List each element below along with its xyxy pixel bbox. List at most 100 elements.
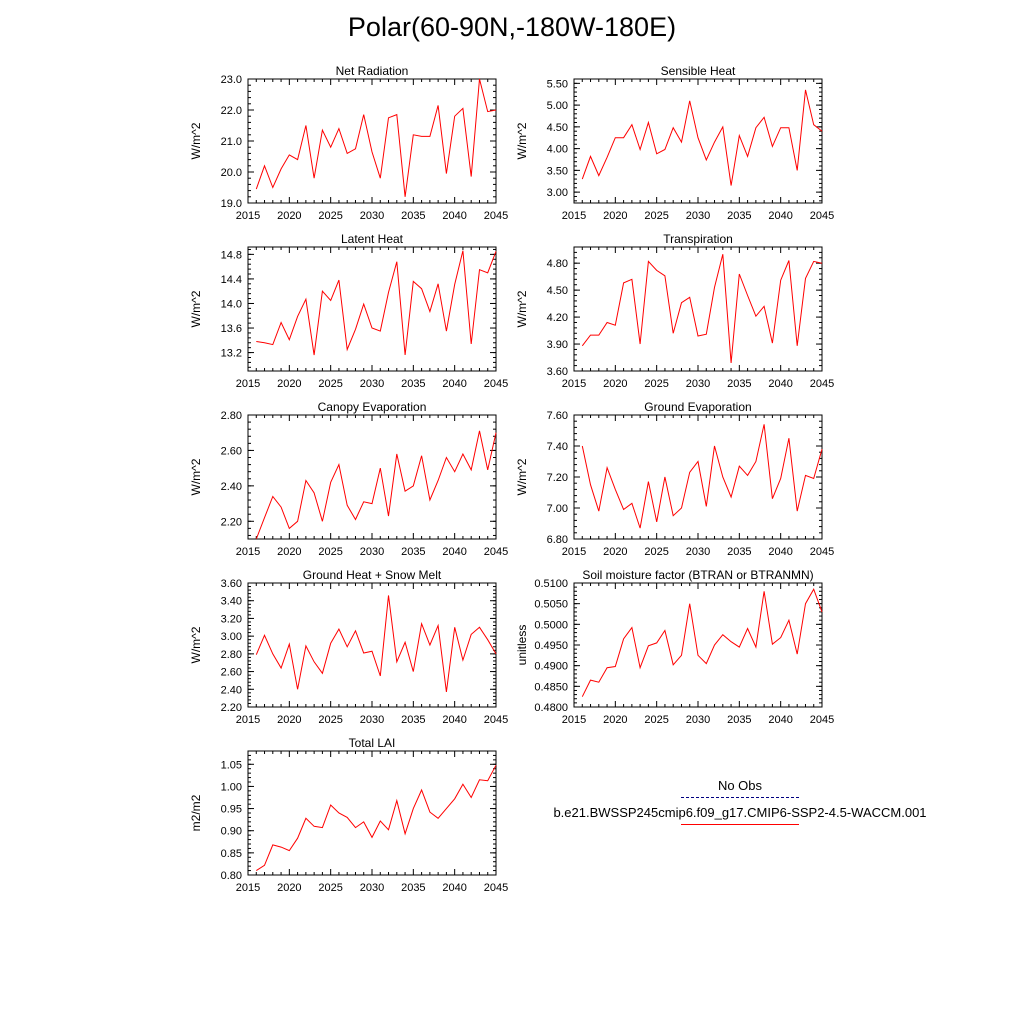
- chart-title: Transpiration: [663, 232, 733, 246]
- y-tick-label: 14.8: [221, 249, 242, 261]
- x-tick-label: 2035: [401, 210, 425, 222]
- y-axis-label: m2/m2: [189, 794, 203, 831]
- chart-panel-4: Transpiration W/m^2 2015 2020 2025 2030 2035 20…: [515, 232, 834, 390]
- chart-title: Canopy Evaporation: [318, 400, 427, 414]
- y-tick-label: 13.2: [221, 348, 242, 360]
- x-tick-label: 2035: [727, 378, 751, 390]
- x-tick-label: 2015: [236, 882, 260, 894]
- x-tick-label: 2020: [603, 546, 627, 558]
- chart-title: Soil moisture factor (BTRAN or BTRANMN): [582, 568, 813, 582]
- y-tick-label: 4.80: [547, 258, 568, 270]
- x-tick-label: 2015: [562, 546, 586, 558]
- y-tick-label: 5.00: [547, 100, 568, 112]
- x-tick-label: 2045: [484, 378, 508, 390]
- x-tick-label: 2020: [277, 714, 301, 726]
- chart-panel-6: Ground Evaporation W/m^2 2015 2020 2025 2030 2…: [515, 400, 834, 558]
- x-tick-label: 2035: [727, 210, 751, 222]
- y-tick-label: 7.20: [547, 472, 568, 484]
- y-tick-label: 0.80: [221, 870, 242, 882]
- y-tick-label: 0.4900: [534, 661, 568, 673]
- x-tick-label: 2045: [484, 882, 508, 894]
- x-tick-label: 2040: [442, 882, 466, 894]
- y-tick-label: 13.6: [221, 323, 242, 335]
- x-tick-label: 2030: [686, 378, 710, 390]
- y-tick-label: 2.20: [221, 702, 242, 714]
- x-tick-label: 2035: [401, 882, 425, 894]
- plot-frame: [573, 582, 823, 708]
- x-tick-label: 2025: [318, 546, 342, 558]
- y-tick-label: 22.0: [221, 105, 242, 117]
- x-tick-label: 2030: [686, 546, 710, 558]
- series-line-1: [581, 89, 823, 186]
- chart-panel-1: Net Radiation W/m^2 2015 2020 2025 2030 2035 20…: [189, 64, 508, 222]
- x-tick-label: 2025: [644, 378, 668, 390]
- y-tick-label: 2.60: [221, 445, 242, 457]
- x-tick-label: 2030: [360, 882, 384, 894]
- x-tick-label: 2025: [644, 714, 668, 726]
- x-tick-label: 2040: [442, 546, 466, 558]
- x-tick-label: 2045: [810, 714, 834, 726]
- x-tick-label: 2030: [360, 378, 384, 390]
- x-tick-label: 2015: [236, 546, 260, 558]
- x-tick-label: 2030: [360, 546, 384, 558]
- y-tick-label: 4.20: [547, 312, 568, 324]
- y-tick-label: 3.20: [221, 613, 242, 625]
- chart-panel-9: Total LAI m2/m2 2015 2020 2025 2030 2035 2040 20…: [189, 736, 508, 894]
- y-tick-label: 19.0: [221, 198, 242, 210]
- legend-sim-label: b.e21.BWSSP245cmip6.f09_g17.CMIP6-SSP2-4…: [553, 805, 927, 820]
- x-tick-label: 2035: [401, 546, 425, 558]
- legend: No Obs b.e21.BWSSP245cmip6.f09_g17.CMIP6…: [520, 778, 960, 832]
- chart-panel-3: Latent Heat W/m^2 2015 2020 2025 2030 2035 2040…: [189, 232, 508, 390]
- y-axis-label: W/m^2: [189, 290, 203, 327]
- x-tick-label: 2025: [318, 210, 342, 222]
- chart-panel-7: Ground Heat + Snow Melt W/m^2 2015 2020 2025…: [189, 568, 508, 726]
- legend-obs-label: No Obs: [717, 778, 763, 793]
- y-tick-label: 7.00: [547, 503, 568, 515]
- x-tick-label: 2015: [562, 378, 586, 390]
- series-line-1: [255, 430, 497, 540]
- chart-title: Ground Heat + Snow Melt: [303, 568, 442, 582]
- y-tick-label: 7.60: [547, 410, 568, 422]
- y-tick-label: 3.90: [547, 339, 568, 351]
- y-axis-label: W/m^2: [515, 122, 529, 159]
- series-line-1: [256, 764, 497, 872]
- series-line-1: [255, 595, 497, 692]
- x-tick-label: 2015: [236, 210, 260, 222]
- y-tick-label: 0.5000: [534, 619, 568, 631]
- x-tick-label: 2040: [768, 714, 792, 726]
- y-tick-label: 0.5050: [534, 599, 568, 611]
- y-tick-label: 4.00: [547, 144, 568, 156]
- x-tick-label: 2030: [360, 714, 384, 726]
- y-tick-label: 0.4950: [534, 640, 568, 652]
- x-tick-label: 2020: [603, 378, 627, 390]
- x-tick-label: 2020: [603, 714, 627, 726]
- legend-sim-line: [681, 824, 799, 825]
- x-tick-label: 2040: [442, 378, 466, 390]
- y-tick-label: 2.40: [221, 684, 242, 696]
- y-tick-label: 1.05: [221, 759, 242, 771]
- x-tick-label: 2045: [810, 378, 834, 390]
- y-tick-label: 2.20: [221, 516, 242, 528]
- y-tick-label: 0.5100: [534, 578, 568, 590]
- y-tick-label: 2.40: [221, 481, 242, 493]
- plot-frame: [573, 414, 823, 540]
- x-tick-label: 2030: [686, 210, 710, 222]
- x-tick-label: 2015: [562, 714, 586, 726]
- x-tick-label: 2025: [318, 882, 342, 894]
- x-tick-label: 2035: [401, 378, 425, 390]
- plot-frame: [573, 246, 823, 372]
- page-title: Polar(60-90N,-180W-180E): [347, 12, 677, 42]
- x-tick-label: 2020: [277, 546, 301, 558]
- y-tick-label: 20.0: [221, 167, 242, 179]
- x-tick-label: 2035: [727, 546, 751, 558]
- y-tick-label: 3.60: [221, 578, 242, 590]
- y-tick-label: 0.85: [221, 848, 242, 860]
- x-tick-label: 2035: [727, 714, 751, 726]
- y-tick-label: 3.50: [547, 165, 568, 177]
- x-tick-label: 2020: [277, 378, 301, 390]
- y-tick-label: 2.60: [221, 667, 242, 679]
- plot-frame: [247, 78, 497, 204]
- x-tick-label: 2045: [484, 210, 508, 222]
- x-tick-label: 2045: [484, 714, 508, 726]
